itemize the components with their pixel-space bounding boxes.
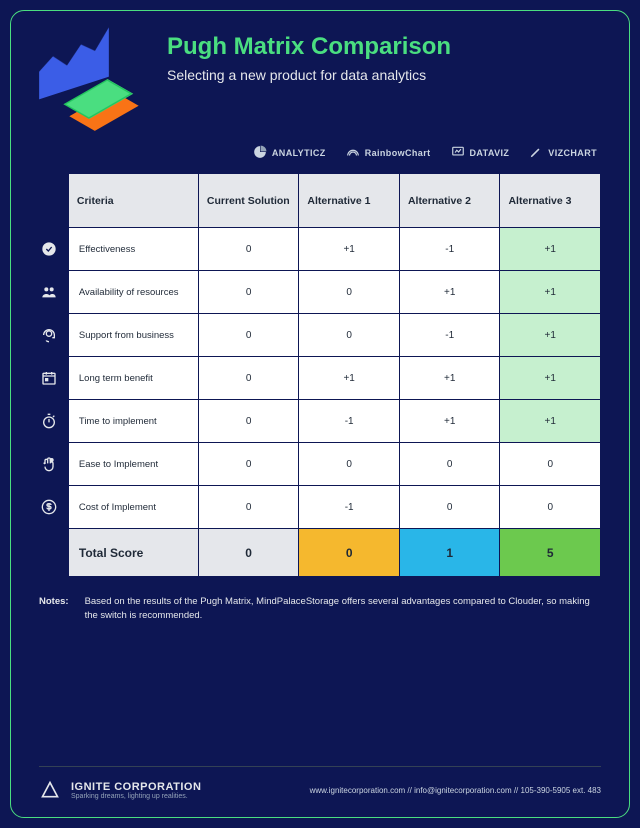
score-cell: 0 xyxy=(198,314,299,357)
score-cell: -1 xyxy=(399,314,500,357)
score-cell: 0 xyxy=(198,443,299,486)
score-cell: +1 xyxy=(500,400,601,443)
header: Pugh Matrix Comparison Selecting a new p… xyxy=(39,33,601,123)
table-header-row: CriteriaCurrent SolutionAlternative 1Alt… xyxy=(68,174,600,228)
criteria-icon-column xyxy=(39,173,60,577)
score-cell: 0 xyxy=(500,486,601,529)
table-wrap: CriteriaCurrent SolutionAlternative 1Alt… xyxy=(39,173,601,577)
total-label: Total Score xyxy=(68,529,198,577)
total-score-cell: 0 xyxy=(299,529,400,577)
total-score-cell: 0 xyxy=(198,529,299,577)
column-header: Criteria xyxy=(68,174,198,228)
score-cell: +1 xyxy=(500,228,601,271)
table-row: Availability of resources00+1+1 xyxy=(68,271,600,314)
criteria-label: Effectiveness xyxy=(68,228,198,271)
page-subtitle: Selecting a new product for data analyti… xyxy=(167,67,451,83)
brand-row: ANALYTICZ RainbowChart DATAVIZ VIZCHART xyxy=(39,145,601,161)
total-score-cell: 5 xyxy=(500,529,601,577)
monitor-icon xyxy=(451,145,465,161)
table-row: Long term benefit0+1+1+1 xyxy=(68,357,600,400)
hand-icon xyxy=(39,442,60,485)
stopwatch-icon xyxy=(39,399,60,442)
total-row: Total Score0015 xyxy=(68,529,600,577)
notes-label: Notes: xyxy=(39,595,69,624)
score-cell: 0 xyxy=(198,357,299,400)
notes-text: Based on the results of the Pugh Matrix,… xyxy=(85,595,601,624)
column-header: Current Solution xyxy=(198,174,299,228)
pie-icon xyxy=(253,145,267,161)
score-cell: 0 xyxy=(198,271,299,314)
brand-analyticz: ANALYTICZ xyxy=(253,145,326,161)
brand-rainbowchart: RainbowChart xyxy=(346,145,431,161)
pencil-icon xyxy=(529,145,543,161)
score-cell: 0 xyxy=(198,486,299,529)
rainbow-icon xyxy=(346,145,360,161)
page-frame: Pugh Matrix Comparison Selecting a new p… xyxy=(10,10,630,818)
headset-icon xyxy=(39,313,60,356)
notes-section: Notes: Based on the results of the Pugh … xyxy=(39,595,601,624)
score-cell: 0 xyxy=(299,271,400,314)
brand-label: ANALYTICZ xyxy=(272,148,326,158)
score-cell: 0 xyxy=(198,400,299,443)
score-cell: 0 xyxy=(399,486,500,529)
score-cell: +1 xyxy=(500,357,601,400)
column-header: Alternative 1 xyxy=(299,174,400,228)
score-cell: -1 xyxy=(299,486,400,529)
dollar-icon xyxy=(39,485,60,528)
brand-label: VIZCHART xyxy=(548,148,597,158)
column-header: Alternative 2 xyxy=(399,174,500,228)
score-cell: +1 xyxy=(399,271,500,314)
score-cell: +1 xyxy=(399,357,500,400)
pugh-matrix-table: CriteriaCurrent SolutionAlternative 1Alt… xyxy=(68,173,601,577)
users-icon xyxy=(39,270,60,313)
score-cell: +1 xyxy=(299,228,400,271)
check-icon xyxy=(39,227,60,270)
brand-vizchart: VIZCHART xyxy=(529,145,597,161)
score-cell: +1 xyxy=(500,271,601,314)
column-header: Alternative 3 xyxy=(500,174,601,228)
criteria-label: Support from business xyxy=(68,314,198,357)
score-cell: +1 xyxy=(299,357,400,400)
table-row: Cost of Implement0-100 xyxy=(68,486,600,529)
criteria-label: Ease to Implement xyxy=(68,443,198,486)
footer: IGNITE CORPORATION Sparking dreams, ligh… xyxy=(39,766,601,801)
score-cell: +1 xyxy=(500,314,601,357)
score-cell: 0 xyxy=(299,314,400,357)
criteria-label: Long term benefit xyxy=(68,357,198,400)
score-cell: 0 xyxy=(500,443,601,486)
score-cell: 0 xyxy=(198,228,299,271)
total-score-cell: 1 xyxy=(399,529,500,577)
brand-label: DATAVIZ xyxy=(470,148,510,158)
table-row: Ease to Implement0000 xyxy=(68,443,600,486)
score-cell: +1 xyxy=(399,400,500,443)
score-cell: 0 xyxy=(299,443,400,486)
table-row: Support from business00-1+1 xyxy=(68,314,600,357)
company-contact: www.ignitecorporation.com // info@ignite… xyxy=(310,786,601,795)
table-row: Effectiveness0+1-1+1 xyxy=(68,228,600,271)
table-row: Time to implement0-1+1+1 xyxy=(68,400,600,443)
brand-label: RainbowChart xyxy=(365,148,431,158)
criteria-label: Availability of resources xyxy=(68,271,198,314)
header-text: Pugh Matrix Comparison Selecting a new p… xyxy=(167,33,451,83)
brand-dataviz: DATAVIZ xyxy=(451,145,510,161)
score-cell: 0 xyxy=(399,443,500,486)
page-title: Pugh Matrix Comparison xyxy=(167,33,451,61)
calendar-icon xyxy=(39,356,60,399)
hero-isometric-icon xyxy=(39,33,149,123)
score-cell: -1 xyxy=(399,228,500,271)
company-tagline: Sparking dreams, lighting up realities. xyxy=(71,793,201,800)
criteria-label: Cost of Implement xyxy=(68,486,198,529)
criteria-label: Time to implement xyxy=(68,400,198,443)
score-cell: -1 xyxy=(299,400,400,443)
company-name: IGNITE CORPORATION xyxy=(71,781,201,793)
company-logo-icon xyxy=(39,779,61,801)
